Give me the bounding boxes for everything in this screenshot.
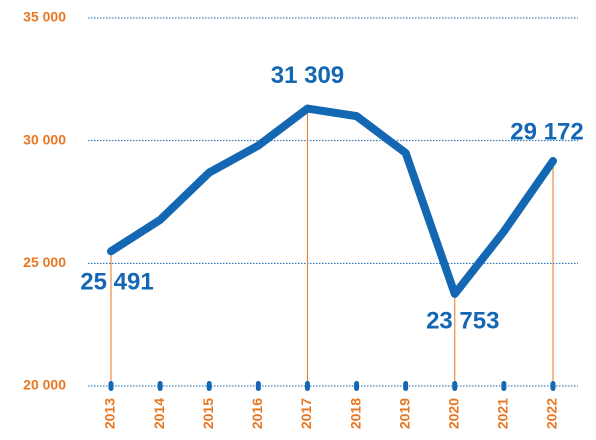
x-tick-dot <box>206 381 212 391</box>
x-tick-dot <box>157 381 163 391</box>
x-tick-label: 2022 <box>544 398 560 429</box>
x-tick-label: 2019 <box>396 398 412 429</box>
y-tick-label: 35 000 <box>23 9 66 25</box>
data-label: 31 309 <box>271 62 344 89</box>
x-tick-label: 2015 <box>200 398 216 429</box>
x-tick-label: 2017 <box>298 398 314 429</box>
x-tick-dot <box>108 381 114 391</box>
x-tick-label: 2014 <box>151 398 167 429</box>
x-tick-dot <box>255 381 261 391</box>
y-tick-label: 30 000 <box>23 131 66 147</box>
x-tick-label: 2013 <box>102 398 118 429</box>
y-tick-label: 20 000 <box>23 377 66 393</box>
x-tick-dot <box>550 381 556 391</box>
x-tick-dot <box>403 381 409 391</box>
x-tick-dot <box>354 381 360 391</box>
y-tick-label: 25 000 <box>23 254 66 270</box>
data-label: 23 753 <box>426 307 499 334</box>
x-tick-label: 2016 <box>249 398 265 429</box>
x-tick-dot <box>501 381 507 391</box>
x-tick-label: 2020 <box>445 398 461 429</box>
data-line <box>107 104 557 298</box>
x-tick-dot <box>452 381 458 391</box>
x-tick-label: 2018 <box>347 398 363 429</box>
data-label: 29 172 <box>510 118 583 145</box>
x-tick-dot <box>304 381 310 391</box>
x-tick-label: 2021 <box>495 398 511 429</box>
data-label: 25 491 <box>80 269 153 296</box>
